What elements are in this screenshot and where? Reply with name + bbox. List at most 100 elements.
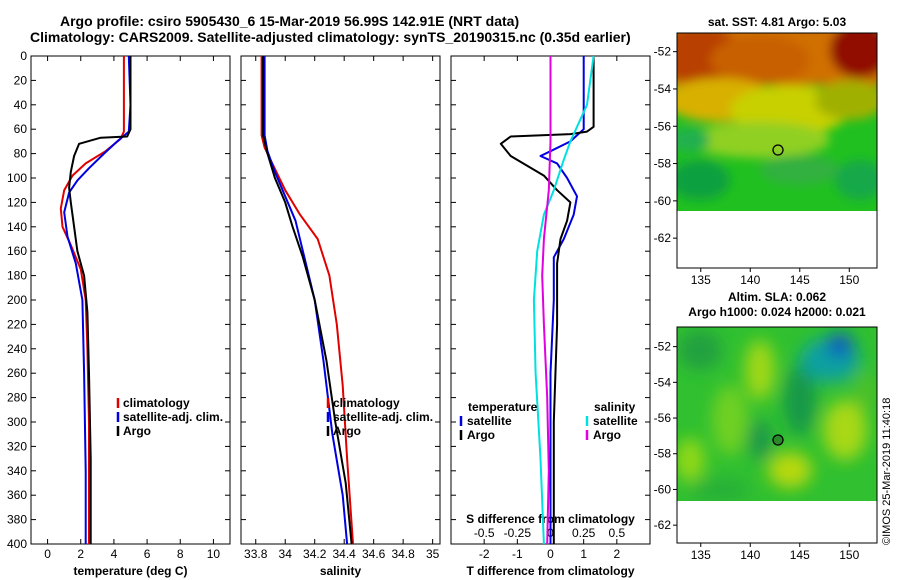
depth-tick-label: 80 xyxy=(14,147,28,161)
map-lat-label: -52 xyxy=(654,45,672,59)
x-tick-label: 34.2 xyxy=(303,547,327,561)
depth-tick-label: 220 xyxy=(7,317,27,331)
svg-text:satellite: satellite xyxy=(467,414,512,428)
sla-map-title-2: Argo h1000: 0.024 h2000: 0.021 xyxy=(688,305,866,319)
map-lon-label: 135 xyxy=(691,548,711,562)
legend-argo: Argo xyxy=(326,424,361,438)
series-line-temperature-argo xyxy=(499,56,595,544)
legend-satellite: satellite-adj. clim. xyxy=(326,410,433,424)
map-lat-label: -54 xyxy=(654,375,672,389)
depth-tick-label: 100 xyxy=(7,171,27,185)
series-line-climatology xyxy=(260,56,354,545)
depth-tick-label: 260 xyxy=(7,366,27,380)
series-line-satellite-adj-clim- xyxy=(263,56,349,545)
x-tick-label: 33.8 xyxy=(244,547,268,561)
map-lat-label: -56 xyxy=(654,119,672,133)
depth-tick-label: 180 xyxy=(7,269,27,283)
map-lon-label: 140 xyxy=(740,273,760,287)
x-tick-label: 10 xyxy=(207,547,221,561)
map-lat-label: -54 xyxy=(654,82,672,96)
svg-text:climatology: climatology xyxy=(123,396,190,410)
x-tick-label: 34.8 xyxy=(391,547,415,561)
map-lat-label: -60 xyxy=(654,482,672,496)
x-tick-label: -2 xyxy=(479,547,490,561)
sla-map xyxy=(676,326,878,544)
x-tick-label: 34 xyxy=(279,547,293,561)
x-tick-label: 6 xyxy=(144,547,151,561)
series-line-argo xyxy=(68,56,132,544)
s-diff-tick-label: -0.5 xyxy=(474,526,495,540)
map-lat-label: -62 xyxy=(654,518,672,532)
map-lon-label: 140 xyxy=(740,548,760,562)
x-tick-label: 8 xyxy=(177,547,184,561)
legend-sal-argo: Argo xyxy=(585,428,621,442)
map-lon-label: 145 xyxy=(790,273,810,287)
x-tick-label: 2 xyxy=(77,547,84,561)
svg-text:satellite-adj. clim.: satellite-adj. clim. xyxy=(123,410,223,424)
sla-argo-location-marker xyxy=(772,434,784,446)
map-lat-label: -58 xyxy=(654,447,672,461)
map-lon-label: 150 xyxy=(839,548,859,562)
series-line-salinity-argo xyxy=(541,56,552,545)
x-axis-label: T difference from climatology xyxy=(466,564,634,578)
x-tick-label: 2 xyxy=(613,547,620,561)
series-line-salinity-satellite xyxy=(532,55,595,545)
depth-tick-label: 120 xyxy=(7,195,27,209)
depth-tick-label: 240 xyxy=(7,342,27,356)
legend-satellite: satellite-adj. clim. xyxy=(116,410,223,424)
depth-tick-label: 140 xyxy=(7,220,27,234)
svg-text:Argo: Argo xyxy=(333,424,361,438)
map-lat-label: -52 xyxy=(654,340,672,354)
svg-text:satellite: satellite xyxy=(593,414,638,428)
difference-panel: -2 -1 0 1 2 T difference from climatology -0.5… xyxy=(450,55,651,578)
map-lat-label: -62 xyxy=(654,231,672,245)
depth-tick-label: 280 xyxy=(7,391,27,405)
temperature-panel: 0204060801001201401601802002202402602803… xyxy=(7,49,231,578)
depth-tick-label: 0 xyxy=(20,49,27,63)
svg-text:Argo: Argo xyxy=(593,428,621,442)
svg-text:Argo: Argo xyxy=(467,428,495,442)
sst-map-title: sat. SST: 4.81 Argo: 5.03 xyxy=(708,15,847,29)
legend-climatology: climatology xyxy=(116,396,190,410)
depth-tick-label: 20 xyxy=(14,73,28,87)
map-lat-label: -60 xyxy=(654,194,672,208)
x-axis-label: salinity xyxy=(320,564,362,578)
title-line-1: Argo profile: csiro 5905430_6 15-Mar-201… xyxy=(60,13,519,29)
imos-credit: ©IMOS 25-Mar-2019 11:40:18 xyxy=(881,398,893,545)
depth-tick-label: 300 xyxy=(7,415,27,429)
x-tick-label: 0 xyxy=(44,547,51,561)
legend-temp-argo: Argo xyxy=(459,428,495,442)
x-tick-label: -1 xyxy=(512,547,523,561)
x-axis-label: temperature (deg C) xyxy=(73,564,187,578)
legend-temperature-header: temperature xyxy=(468,400,538,414)
map-lat-label: -56 xyxy=(654,411,672,425)
depth-tick-label: 160 xyxy=(7,244,27,258)
series-line-satellite-adj-clim- xyxy=(63,55,132,544)
depth-tick-label: 360 xyxy=(7,488,27,502)
depth-tick-label: 380 xyxy=(7,513,27,527)
x-tick-label: 34.4 xyxy=(333,547,357,561)
s-diff-tick-label: 0.5 xyxy=(608,526,625,540)
s-diff-tick-label: -0.25 xyxy=(504,526,532,540)
depth-tick-label: 40 xyxy=(14,98,28,112)
legend-climatology: climatology xyxy=(326,396,400,410)
legend-argo: Argo xyxy=(116,424,151,438)
depth-tick-label: 340 xyxy=(7,464,27,478)
svg-text:Argo: Argo xyxy=(123,424,151,438)
map-lon-label: 145 xyxy=(790,548,810,562)
series-line-climatology xyxy=(59,56,125,544)
legend-temp-satellite: satellite xyxy=(459,414,512,428)
map-lat-label: -58 xyxy=(654,157,672,171)
map-lon-label: 135 xyxy=(691,273,711,287)
series-line-temperature-satellite xyxy=(539,56,585,544)
x-tick-label: 0 xyxy=(547,547,554,561)
sst-argo-location-marker xyxy=(772,144,784,156)
legend-salinity-header: salinity xyxy=(594,400,636,414)
x-tick-label: 4 xyxy=(111,547,118,561)
depth-tick-label: 200 xyxy=(7,293,27,307)
x-tick-label: 34.6 xyxy=(362,547,386,561)
svg-text:satellite-adj. clim.: satellite-adj. clim. xyxy=(333,410,433,424)
depth-tick-label: 320 xyxy=(7,439,27,453)
depth-tick-label: 400 xyxy=(7,537,27,551)
title-line-2: Climatology: CARS2009. Satellite-adjuste… xyxy=(30,29,631,45)
